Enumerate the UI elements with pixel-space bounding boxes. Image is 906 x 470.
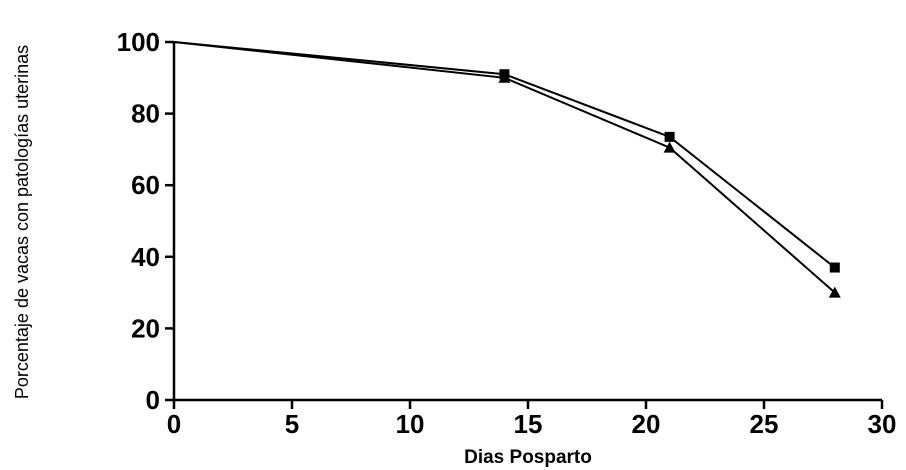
x-tick-label: 0 xyxy=(167,409,181,439)
triangle-marker xyxy=(828,286,841,298)
series-group xyxy=(173,41,841,298)
x-tick-label: 10 xyxy=(396,409,425,439)
series-line-triangle xyxy=(173,41,836,294)
series-line-square xyxy=(173,41,836,269)
square-marker xyxy=(664,131,675,142)
x-axis-title: Dias Posparto xyxy=(464,447,592,468)
x-tick-label: 15 xyxy=(514,409,543,439)
square-marker xyxy=(829,262,840,273)
x-tick-label: 20 xyxy=(632,409,661,439)
tick-marks xyxy=(165,40,884,409)
triangle-marker xyxy=(663,141,676,153)
y-tick-label: 20 xyxy=(131,313,160,343)
y-axis-title: Porcentaje de vacas con patologías uteri… xyxy=(12,45,32,399)
triangle-marker xyxy=(498,71,511,83)
y-tick-label: 0 xyxy=(146,385,160,415)
y-tick-label: 40 xyxy=(131,242,160,272)
x-tick-label: 5 xyxy=(285,409,299,439)
y-tick-label: 80 xyxy=(131,99,160,129)
tick-labels: 0 5 10 15 20 25 30 0 20 40 60 80 100 xyxy=(117,27,897,439)
x-tick-label: 25 xyxy=(750,409,779,439)
y-tick-label: 60 xyxy=(131,170,160,200)
y-tick-label: 100 xyxy=(117,27,160,57)
x-tick-label: 30 xyxy=(868,409,897,439)
